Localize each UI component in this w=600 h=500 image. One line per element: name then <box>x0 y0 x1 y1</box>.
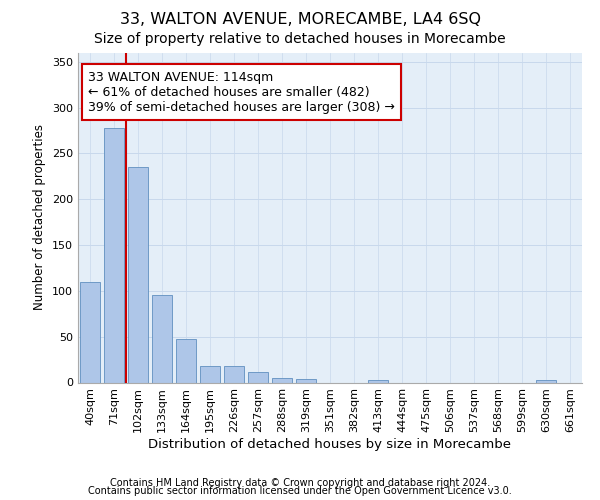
Text: Contains public sector information licensed under the Open Government Licence v3: Contains public sector information licen… <box>88 486 512 496</box>
Y-axis label: Number of detached properties: Number of detached properties <box>34 124 46 310</box>
X-axis label: Distribution of detached houses by size in Morecambe: Distribution of detached houses by size … <box>149 438 511 451</box>
Bar <box>128 167 148 382</box>
Bar <box>200 366 220 382</box>
Text: 33 WALTON AVENUE: 114sqm
← 61% of detached houses are smaller (482)
39% of semi-: 33 WALTON AVENUE: 114sqm ← 61% of detach… <box>88 70 395 114</box>
Bar <box>248 372 268 382</box>
Bar <box>536 380 556 382</box>
Bar <box>368 380 388 382</box>
Bar <box>152 296 172 382</box>
Text: Contains HM Land Registry data © Crown copyright and database right 2024.: Contains HM Land Registry data © Crown c… <box>110 478 490 488</box>
Bar <box>224 366 244 382</box>
Text: Size of property relative to detached houses in Morecambe: Size of property relative to detached ho… <box>94 32 506 46</box>
Bar <box>104 128 124 382</box>
Bar <box>176 340 196 382</box>
Bar <box>80 282 100 382</box>
Text: 33, WALTON AVENUE, MORECAMBE, LA4 6SQ: 33, WALTON AVENUE, MORECAMBE, LA4 6SQ <box>119 12 481 28</box>
Bar <box>272 378 292 382</box>
Bar <box>296 379 316 382</box>
